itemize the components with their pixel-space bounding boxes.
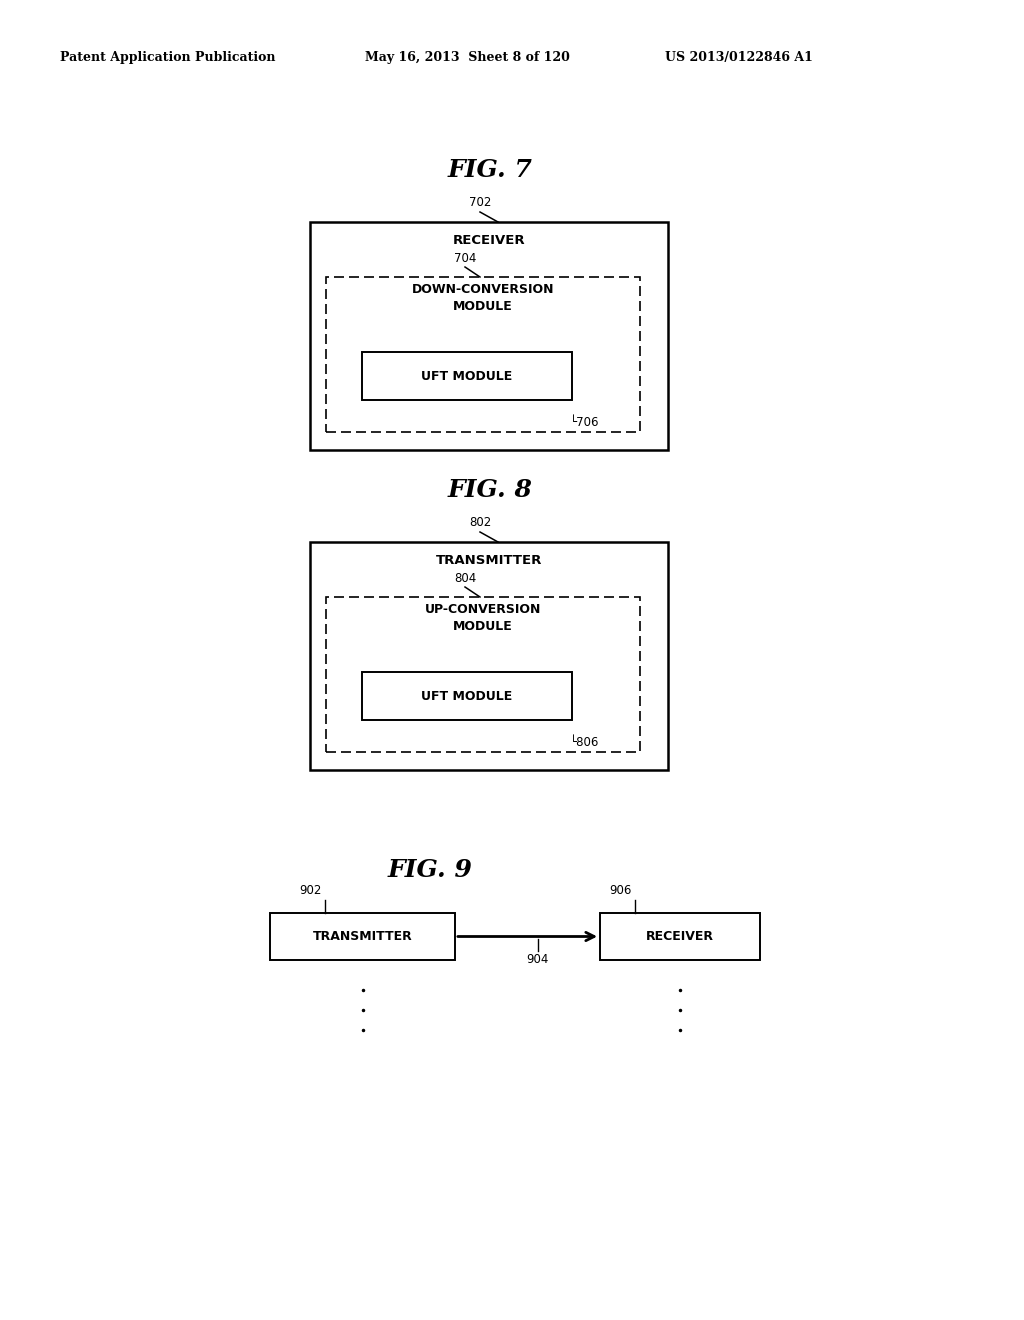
Text: UFT MODULE: UFT MODULE (421, 689, 513, 702)
Text: UP-CONVERSION
MODULE: UP-CONVERSION MODULE (425, 603, 542, 634)
Text: FIG. 8: FIG. 8 (447, 478, 532, 502)
Text: └706: └706 (570, 416, 599, 429)
Text: UFT MODULE: UFT MODULE (421, 370, 513, 383)
Text: TRANSMITTER: TRANSMITTER (312, 931, 413, 942)
Text: FIG. 9: FIG. 9 (387, 858, 472, 882)
Text: RECEIVER: RECEIVER (646, 931, 714, 942)
Text: May 16, 2013  Sheet 8 of 120: May 16, 2013 Sheet 8 of 120 (365, 51, 570, 65)
FancyBboxPatch shape (326, 597, 640, 752)
Text: 802: 802 (469, 516, 492, 529)
FancyBboxPatch shape (310, 222, 668, 450)
Text: └806: └806 (570, 735, 599, 748)
Text: 804: 804 (454, 572, 476, 585)
Text: US 2013/0122846 A1: US 2013/0122846 A1 (665, 51, 813, 65)
Text: 904: 904 (526, 953, 549, 966)
Text: 702: 702 (469, 197, 492, 210)
Text: 906: 906 (609, 884, 631, 898)
Text: 704: 704 (454, 252, 476, 264)
Text: DOWN-CONVERSION
MODULE: DOWN-CONVERSION MODULE (412, 282, 554, 313)
FancyBboxPatch shape (362, 352, 572, 400)
FancyBboxPatch shape (600, 913, 760, 960)
FancyBboxPatch shape (270, 913, 455, 960)
Text: FIG. 7: FIG. 7 (447, 158, 532, 182)
FancyBboxPatch shape (326, 277, 640, 432)
Text: Patent Application Publication: Patent Application Publication (60, 51, 275, 65)
Text: TRANSMITTER: TRANSMITTER (436, 553, 542, 566)
Text: 902: 902 (299, 884, 322, 898)
Text: RECEIVER: RECEIVER (453, 234, 525, 247)
FancyBboxPatch shape (362, 672, 572, 719)
FancyBboxPatch shape (310, 543, 668, 770)
